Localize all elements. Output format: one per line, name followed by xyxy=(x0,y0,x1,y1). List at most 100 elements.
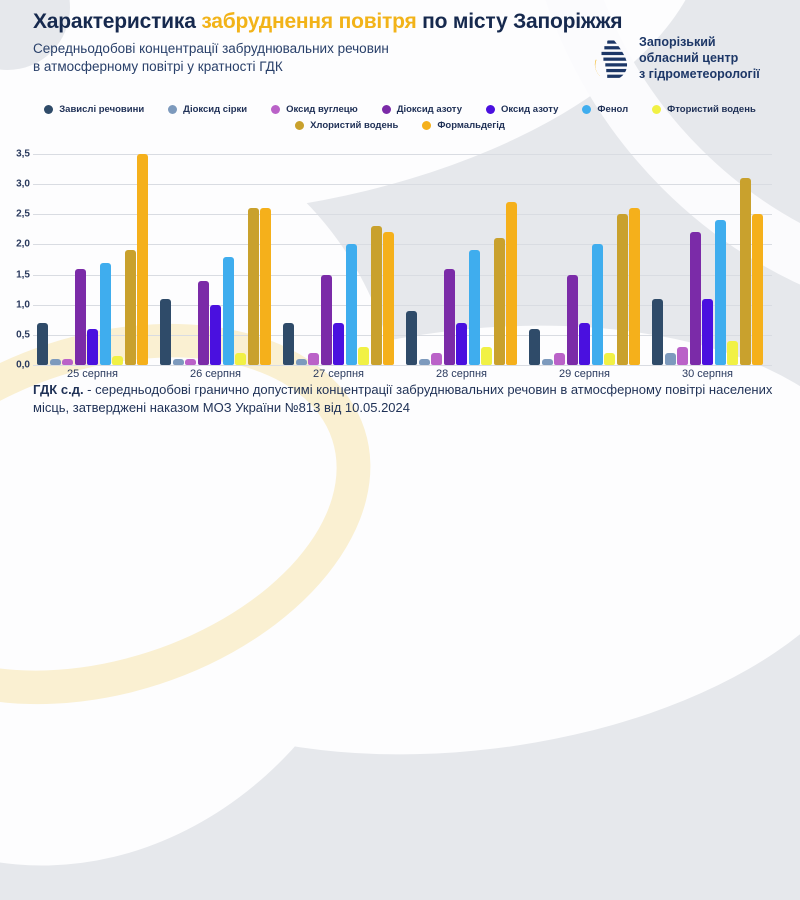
x-tick-label: 29 серпня xyxy=(558,368,610,380)
bar xyxy=(260,208,271,365)
bar xyxy=(295,358,307,365)
bar xyxy=(554,352,565,365)
bar xyxy=(358,346,369,365)
bar-group xyxy=(406,154,517,365)
bar xyxy=(616,214,628,365)
legend-dot-icon xyxy=(44,105,54,114)
legend-item: Фтористий водень xyxy=(652,104,756,115)
gridline xyxy=(33,365,772,366)
footnote: ГДК с.д. - середньодобові гранично допус… xyxy=(33,381,773,416)
legend-dot-icon xyxy=(422,121,432,130)
bar xyxy=(714,220,726,365)
bar xyxy=(333,322,344,365)
organization-name: Запорізький обласний центр з гідрометеор… xyxy=(639,34,760,82)
legend-dot-icon xyxy=(652,105,662,114)
legend-dot-icon xyxy=(381,105,391,114)
legend-label: Завислі речовини xyxy=(59,104,145,115)
bar xyxy=(493,238,505,365)
bar xyxy=(604,352,615,365)
bar xyxy=(283,322,294,365)
title-prefix: Характеристика xyxy=(33,10,202,33)
legend-item: Хлористий водень xyxy=(295,120,398,131)
y-tick-label: 0,5 xyxy=(16,329,30,341)
legend-item: Оксид вуглецю xyxy=(271,104,358,115)
bar xyxy=(664,352,676,365)
chart-subtitle: Середньодобові концентрації забруднюваль… xyxy=(33,40,389,76)
bar xyxy=(431,352,442,365)
title-highlight: забруднення повітря xyxy=(201,10,417,33)
y-tick-label: 1,5 xyxy=(16,269,30,281)
bar xyxy=(406,310,417,365)
bar-group xyxy=(160,154,271,365)
bar xyxy=(456,322,467,365)
bar-group xyxy=(529,154,640,365)
x-tick-label: 26 серпня xyxy=(189,368,241,380)
bars-layer xyxy=(33,154,772,365)
plot-area xyxy=(33,154,772,366)
legend-label: Діоксид азоту xyxy=(396,104,462,115)
footnote-text: - середньодобові гранично допустимі конц… xyxy=(33,382,773,415)
legend-label: Діоксид сірки xyxy=(183,104,248,115)
bar xyxy=(443,268,455,365)
bar-group xyxy=(283,154,394,365)
footnote-term: ГДК с.д. xyxy=(33,382,84,397)
logo-line-2: обласний центр xyxy=(639,51,739,65)
logo-line-3: з гідрометеорології xyxy=(639,67,760,81)
bar xyxy=(320,274,332,365)
bar xyxy=(247,208,259,365)
legend-dot-icon xyxy=(582,105,592,114)
bar-group xyxy=(37,154,148,365)
bar xyxy=(112,355,123,365)
chart-legend: Завислі речовини Діоксид сірки Оксид вугле… xyxy=(0,104,800,131)
x-tick-label: 27 серпня xyxy=(312,368,364,380)
legend-label: Оксид азоту xyxy=(500,104,559,115)
logo-line-1: Запорізький xyxy=(639,35,716,49)
legend-item: Оксид азоту xyxy=(485,104,559,115)
bar xyxy=(87,328,98,365)
bar xyxy=(418,358,430,365)
subtitle-line-1: Середньодобові концентрації забруднюваль… xyxy=(33,41,389,56)
bar xyxy=(185,358,196,365)
bar xyxy=(160,298,171,365)
bar xyxy=(99,262,111,365)
y-axis: 3,5 3,0 2,5 2,0 1,5 1,0 0,5 0,0 xyxy=(2,149,30,371)
legend-item: Діоксид азоту xyxy=(381,104,462,115)
legend-dot-icon xyxy=(485,105,495,114)
organization-logo: Запорізький обласний центр з гідрометеор… xyxy=(592,34,760,82)
bar xyxy=(652,298,663,365)
bar xyxy=(345,244,357,365)
bar xyxy=(702,298,713,365)
subtitle-line-2: в атмосферному повітрі у кратності ГДК xyxy=(33,59,283,74)
x-axis: 25 серпня 26 серпня 27 серпня 28 серпня 29 с… xyxy=(33,368,772,380)
bar xyxy=(235,352,246,365)
legend-item: Формальдегід xyxy=(422,120,505,131)
bar xyxy=(383,232,394,365)
bar xyxy=(566,274,578,365)
bar xyxy=(124,250,136,365)
legend-label: Оксид вуглецю xyxy=(286,104,358,115)
bar xyxy=(727,340,738,365)
bar xyxy=(629,208,640,365)
y-tick-label: 2,0 xyxy=(16,238,30,250)
bar xyxy=(210,304,221,365)
legend-item: Завислі речовини xyxy=(44,104,144,115)
bar xyxy=(137,154,148,365)
bar-group xyxy=(652,154,763,365)
bar xyxy=(222,256,234,365)
x-tick-label: 30 серпня xyxy=(681,368,733,380)
y-tick-label: 3,5 xyxy=(16,148,30,160)
bar xyxy=(752,214,763,365)
legend-label: Фтористий водень xyxy=(667,104,756,115)
bar xyxy=(506,202,517,365)
legend-dot-icon xyxy=(295,121,305,130)
bar xyxy=(529,328,540,365)
bar xyxy=(541,358,553,365)
bar xyxy=(591,244,603,365)
legend-item: Фенол xyxy=(582,104,628,115)
bar xyxy=(739,178,751,365)
bar xyxy=(468,250,480,365)
water-drop-icon xyxy=(594,39,628,80)
title-suffix: по місту Запоріжжя xyxy=(416,10,623,33)
legend-label: Хлористий водень xyxy=(310,120,399,131)
legend-label: Формальдегід xyxy=(437,120,505,131)
